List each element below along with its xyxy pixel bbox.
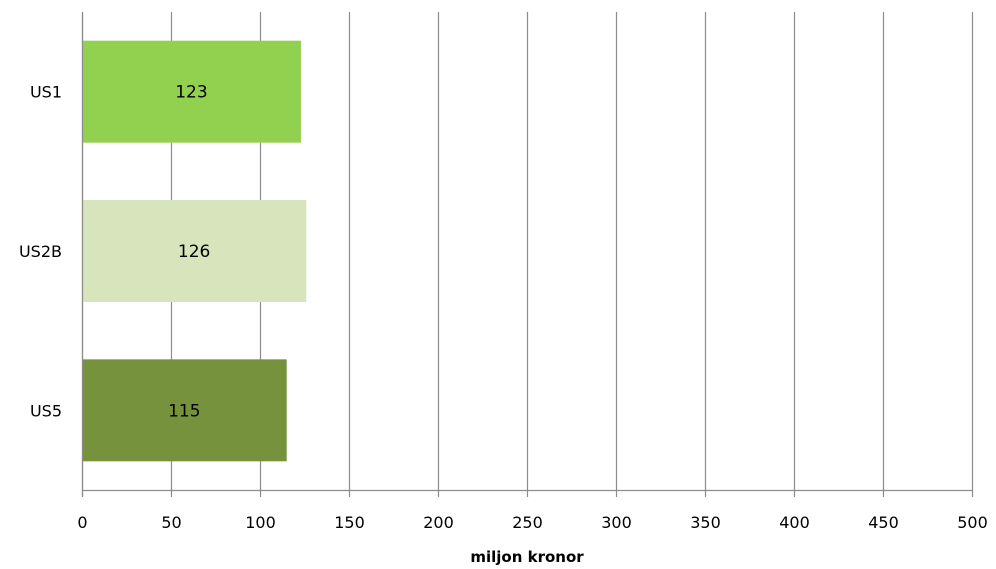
bars xyxy=(82,40,307,462)
x-tick-label: 500 xyxy=(957,513,988,532)
data-label-us1: 123 xyxy=(175,83,207,103)
x-tick-label: 400 xyxy=(779,513,810,532)
bar-us2b xyxy=(82,200,307,302)
x-tick-label: 50 xyxy=(161,513,181,532)
data-label-us5: 115 xyxy=(168,401,200,421)
axes xyxy=(81,12,974,497)
x-tick-label: 250 xyxy=(512,513,543,532)
bar-us5 xyxy=(82,359,287,462)
data-label-us2b: 126 xyxy=(178,242,210,262)
x-tick-label: 0 xyxy=(77,513,87,532)
x-tick-label: 200 xyxy=(423,513,454,532)
labels: 0 50 100 150 200 250 300 350 400 450 500 123 US1 126 U… xyxy=(19,83,988,532)
x-tick-label: 450 xyxy=(868,513,899,532)
x-tick-label: 100 xyxy=(245,513,276,532)
x-tick-label: 300 xyxy=(601,513,632,532)
bar-us1 xyxy=(82,40,301,143)
x-tick-label: 150 xyxy=(334,513,365,532)
category-label-us1: US1 xyxy=(30,83,62,102)
x-axis-title: miljon kronor xyxy=(470,548,584,566)
category-label-us2b: US2B xyxy=(19,242,62,261)
x-tick-label: 350 xyxy=(690,513,721,532)
category-label-us5: US5 xyxy=(30,401,62,420)
